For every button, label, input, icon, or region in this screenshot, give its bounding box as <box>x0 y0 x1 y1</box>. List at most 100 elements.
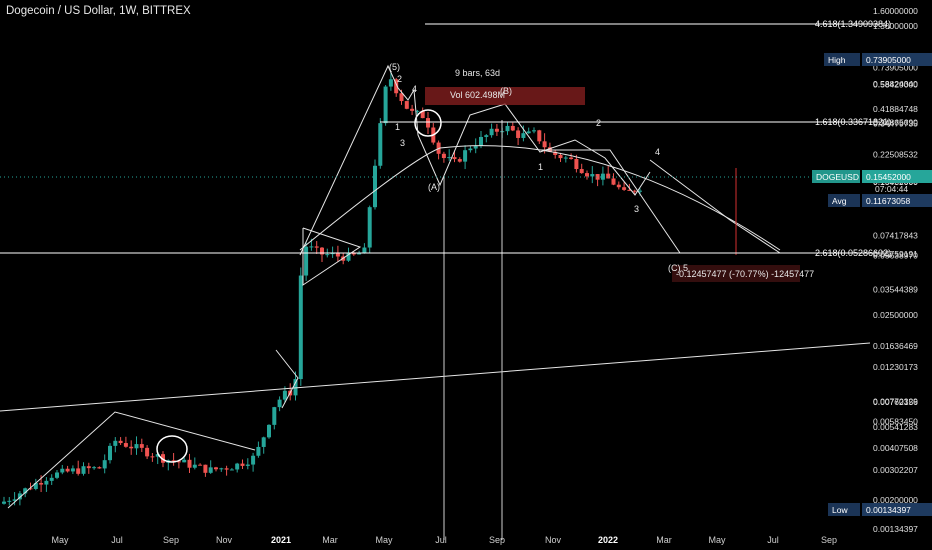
candle-body <box>256 446 261 456</box>
candle-body <box>585 173 589 177</box>
candle-body <box>590 174 595 177</box>
candle-body <box>532 130 536 132</box>
candle-body <box>489 128 494 136</box>
candle-body <box>553 151 558 155</box>
y-tick-label: 0.34865690 <box>873 117 918 127</box>
candle-body <box>60 468 65 473</box>
candle-body <box>632 190 637 192</box>
time-axis[interactable]: May Jul Sep Nov 2021 Mar May Jul Sep Nov 2022 Mar Ma… <box>51 535 837 545</box>
candle-body <box>479 136 483 147</box>
wave-label: 1 <box>395 122 400 132</box>
candle-body <box>44 480 49 485</box>
wave-label: 3 <box>634 204 639 214</box>
fib-level-label: 1.618(0.33671321) <box>815 117 891 127</box>
candle-body <box>627 189 632 191</box>
price-axis[interactable]: 1.60000000 1.30000000 0.73905000 0.58824340… <box>812 6 932 534</box>
fib-level-label: 2.618(0.05286602) <box>815 248 891 258</box>
y-tick-label: 0.58429000 <box>873 80 918 90</box>
candle-body <box>346 253 351 261</box>
highlight-circle-1 <box>156 435 188 463</box>
candle-body <box>335 253 340 257</box>
candle-body <box>155 454 160 457</box>
candle-body <box>441 153 446 159</box>
countdown-label: 07:04:44 <box>875 184 908 194</box>
long-trendline[interactable] <box>0 342 871 412</box>
candle-body <box>251 455 256 465</box>
candle-body <box>277 399 282 408</box>
date-range-box[interactable] <box>425 87 585 105</box>
candle-body <box>23 488 28 494</box>
candle-body <box>638 190 642 192</box>
candle-body <box>161 454 165 463</box>
candle-body <box>145 447 150 457</box>
avg-badge: 0.11673058 Avg <box>828 194 932 207</box>
candle-body <box>198 464 203 466</box>
y-tick-label: 0.05638970 <box>873 251 918 261</box>
candle-body <box>388 79 393 87</box>
avg-badge-label: Avg <box>832 196 847 206</box>
x-tick-label: Jul <box>111 535 123 545</box>
candle-body <box>139 444 144 448</box>
x-tick-label: 2022 <box>598 535 618 545</box>
candle-body <box>611 178 616 185</box>
candle-body <box>426 118 430 128</box>
wave-label: (C) <box>668 263 681 273</box>
candle-body <box>404 101 409 109</box>
candle-body <box>102 460 107 469</box>
y-tick-label: 0.00541283 <box>873 422 918 432</box>
x-tick-label: Sep <box>821 535 837 545</box>
candle-body <box>351 253 356 255</box>
high-badge: 0.73905000 High <box>824 53 932 66</box>
candle-body <box>330 253 335 255</box>
current-price-badge: 0.15452000 DOGEUSD <box>812 170 932 183</box>
y-tick-label: 1.30000000 <box>873 21 918 31</box>
candle-body <box>108 445 112 461</box>
candle-body <box>574 159 579 170</box>
symbol-title[interactable]: Dogecoin / US Dollar, 1W, BITTREX <box>6 5 191 17</box>
x-tick-label: May <box>51 535 69 545</box>
candle-body <box>97 467 102 469</box>
x-tick-label: 2021 <box>271 535 291 545</box>
x-tick-label: Nov <box>216 535 233 545</box>
candle-body <box>298 275 303 380</box>
candle-body <box>33 483 38 489</box>
x-tick-label: Jul <box>767 535 779 545</box>
y-tick-label: 0.00583450 <box>873 417 918 427</box>
candle-body <box>447 157 452 159</box>
high-badge-label: High <box>828 55 846 65</box>
candle-body <box>373 165 377 208</box>
y-tick-label: 0.22508532 <box>873 149 918 159</box>
y-tick-label: 0.00134397 <box>873 524 918 534</box>
candle-body <box>7 500 12 502</box>
y-tick-label: 0.05759191 <box>873 249 918 259</box>
x-tick-label: May <box>708 535 726 545</box>
candle-body <box>362 247 367 254</box>
candle-body <box>420 110 425 119</box>
elliott-wave-impulse <box>299 64 651 256</box>
candle-body <box>378 123 383 166</box>
candle-body <box>208 467 213 473</box>
candle-body <box>468 148 473 151</box>
y-tick-label: 0.00770329 <box>873 396 918 406</box>
avg-badge-value: 0.11673058 <box>866 196 911 206</box>
drawing-layer <box>0 64 871 540</box>
candle-body <box>600 173 605 180</box>
candle-body <box>314 246 319 248</box>
candle-body <box>176 461 181 463</box>
triangle-pattern-1[interactable] <box>7 411 256 509</box>
candle-body <box>214 467 218 470</box>
candle-body <box>484 135 489 137</box>
y-tick-label: 0.03544389 <box>873 285 918 295</box>
elliott-wave-correction <box>540 149 681 254</box>
candle-body <box>134 444 139 449</box>
measure-label: -0.12457477 (-70.77%) -12457477 <box>676 269 814 279</box>
candle-body <box>55 472 59 478</box>
candle-body <box>320 247 324 255</box>
volume-label: Vol 602.498M <box>450 90 505 100</box>
wave-label: 2 <box>397 74 402 84</box>
bars-range-label: 9 bars, 63d <box>455 68 500 78</box>
candle-body <box>616 184 621 188</box>
x-tick-label: Sep <box>489 535 505 545</box>
curved-projection[interactable] <box>299 145 781 251</box>
